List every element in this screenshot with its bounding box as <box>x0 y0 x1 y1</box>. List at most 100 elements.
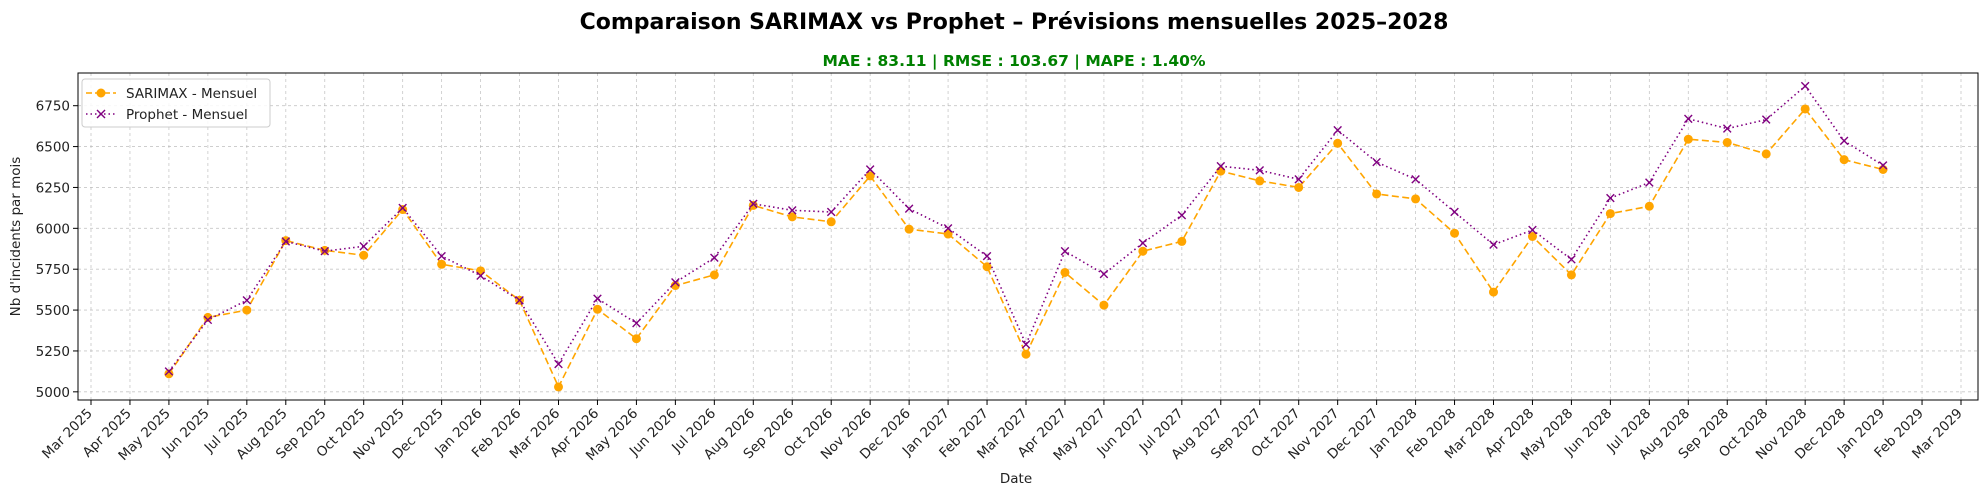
x-axis-label: Date <box>1000 471 1032 487</box>
data-point-sarimax-mensuel <box>1566 270 1576 280</box>
data-point-prophet-mensuel <box>1606 193 1615 203</box>
data-point-sarimax-mensuel <box>1839 155 1849 165</box>
y-tick-label: 5750 <box>36 262 70 278</box>
y-tick-label: 5000 <box>36 385 70 401</box>
data-point-sarimax-mensuel <box>592 304 602 314</box>
data-point-sarimax-mensuel <box>670 281 680 291</box>
data-point-sarimax-mensuel <box>904 224 914 234</box>
plot-area <box>77 72 1979 401</box>
data-point-prophet-mensuel <box>904 204 914 213</box>
data-point-sarimax-mensuel <box>554 382 563 392</box>
data-point-sarimax-mensuel <box>982 262 992 272</box>
y-tick-label: 6750 <box>36 99 70 115</box>
data-point-sarimax-mensuel <box>1411 194 1421 204</box>
data-point-prophet-mensuel <box>398 203 407 213</box>
data-point-prophet-mensuel <box>242 295 252 305</box>
grid <box>78 73 1978 400</box>
y-tick-label: 5500 <box>36 303 70 319</box>
data-point-sarimax-mensuel <box>1333 138 1343 148</box>
y-axis-label: Nb d'incidents par mois <box>8 157 24 317</box>
data-point-prophet-mensuel <box>632 318 641 328</box>
data-point-sarimax-mensuel <box>787 212 797 222</box>
legend-label-prophet: Prophet - Mensuel <box>126 107 248 123</box>
data-point-prophet-mensuel <box>1333 125 1342 135</box>
data-point-prophet-mensuel <box>748 199 758 209</box>
data-point-prophet-mensuel <box>787 206 797 215</box>
data-point-sarimax-mensuel <box>1060 267 1070 277</box>
series-line-sarimax-mensuel <box>168 107 1884 389</box>
data-point-prophet-mensuel <box>1761 115 1771 124</box>
y-tick-label: 6500 <box>36 140 70 156</box>
data-point-prophet-mensuel <box>1372 157 1381 167</box>
data-point-sarimax-mensuel <box>748 200 758 210</box>
data-point-prophet-mensuel <box>1177 210 1187 220</box>
data-point-sarimax-mensuel <box>359 250 369 260</box>
data-point-sarimax-mensuel <box>943 229 953 239</box>
data-point-prophet-mensuel <box>320 246 330 256</box>
data-point-prophet-mensuel <box>1645 178 1654 187</box>
data-point-prophet-mensuel <box>1255 165 1265 175</box>
data-point-prophet-mensuel <box>1138 238 1148 248</box>
legend-box <box>81 78 271 128</box>
legend-marker-prophet <box>96 109 106 119</box>
data-point-sarimax-mensuel <box>1489 287 1498 297</box>
series-prophet-mensuel <box>164 81 1888 376</box>
data-point-prophet-mensuel <box>1216 161 1226 171</box>
data-point-prophet-mensuel <box>1294 174 1304 184</box>
data-point-prophet-mensuel <box>476 271 485 281</box>
data-point-sarimax-mensuel <box>1177 236 1187 246</box>
data-point-sarimax-mensuel <box>1021 349 1031 359</box>
data-point-sarimax-mensuel <box>242 305 252 315</box>
data-point-sarimax-mensuel <box>1527 232 1537 241</box>
data-point-prophet-mensuel <box>982 251 992 261</box>
data-point-prophet-mensuel <box>1060 246 1070 256</box>
data-point-sarimax-mensuel <box>1761 149 1771 159</box>
data-point-prophet-mensuel <box>1450 207 1459 217</box>
data-point-prophet-mensuel <box>671 277 680 287</box>
data-point-prophet-mensuel <box>1722 124 1732 133</box>
data-point-sarimax-mensuel <box>1605 209 1615 219</box>
data-point-prophet-mensuel <box>593 294 602 303</box>
data-point-sarimax-mensuel <box>1372 189 1382 199</box>
y-tick-label: 5250 <box>36 344 70 360</box>
y-tick-label: 6250 <box>36 180 70 196</box>
chart-subtitle: MAE : 83.11 | RMSE : 103.67 | MAPE : 1.4… <box>823 52 1206 71</box>
data-point-sarimax-mensuel <box>203 312 213 322</box>
data-point-prophet-mensuel <box>281 237 291 246</box>
data-point-sarimax-mensuel <box>1294 182 1304 192</box>
data-point-sarimax-mensuel <box>1255 176 1265 186</box>
data-point-sarimax-mensuel <box>398 205 408 215</box>
data-point-sarimax-mensuel <box>437 259 447 269</box>
data-point-prophet-mensuel <box>826 207 836 217</box>
data-point-prophet-mensuel <box>865 165 875 174</box>
data-point-sarimax-mensuel <box>1450 228 1460 238</box>
legend-label-sarimax: SARIMAX - Mensuel <box>126 86 257 102</box>
data-point-prophet-mensuel <box>1489 240 1498 249</box>
data-point-prophet-mensuel <box>515 295 524 305</box>
data-point-sarimax-mensuel <box>1099 300 1109 310</box>
data-point-prophet-mensuel <box>1878 161 1888 170</box>
series-layer <box>164 81 1888 392</box>
y-axis: 5000 5250 5500 5750 6000 6250 6500 6750 <box>36 99 78 401</box>
data-point-prophet-mensuel <box>1411 174 1420 184</box>
data-point-prophet-mensuel <box>710 253 719 263</box>
data-point-prophet-mensuel <box>1021 340 1031 349</box>
chart-title: Comparaison SARIMAX vs Prophet – Prévisi… <box>580 10 1449 35</box>
data-point-sarimax-mensuel <box>826 217 836 227</box>
y-tick-label: 6000 <box>36 221 70 237</box>
data-point-prophet-mensuel <box>1567 255 1576 264</box>
data-point-sarimax-mensuel <box>709 270 719 280</box>
data-point-prophet-mensuel <box>203 315 213 325</box>
data-point-sarimax-mensuel <box>1138 246 1148 256</box>
data-point-sarimax-mensuel <box>1800 104 1810 114</box>
legend-marker-sarimax <box>96 88 106 98</box>
data-point-prophet-mensuel <box>1800 81 1810 91</box>
legend: SARIMAX - Mensuel Prophet - Mensuel <box>81 78 271 128</box>
data-point-prophet-mensuel <box>554 359 563 369</box>
data-point-prophet-mensuel <box>437 251 446 261</box>
data-point-sarimax-mensuel <box>1722 137 1732 147</box>
data-point-sarimax-mensuel <box>1683 134 1693 144</box>
data-point-prophet-mensuel <box>943 224 953 233</box>
